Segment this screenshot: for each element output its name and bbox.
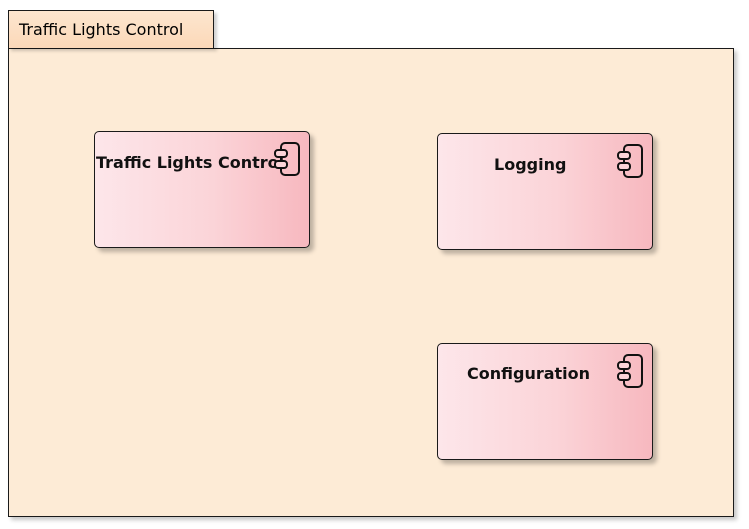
component-icon [617, 144, 643, 178]
component-label: Configuration [467, 364, 591, 383]
package-title: Traffic Lights Control [19, 20, 184, 39]
component-configuration[interactable]: Configuration [437, 343, 653, 460]
component-icon [274, 142, 300, 176]
component-label: Traffic Lights Control [96, 153, 285, 172]
component-label: Logging [494, 155, 567, 174]
component-traffic-lights-control[interactable]: Traffic Lights Control [94, 131, 310, 248]
package-tab[interactable]: Traffic Lights Control [8, 10, 214, 48]
component-logging[interactable]: Logging [437, 133, 653, 250]
component-icon [617, 354, 643, 388]
